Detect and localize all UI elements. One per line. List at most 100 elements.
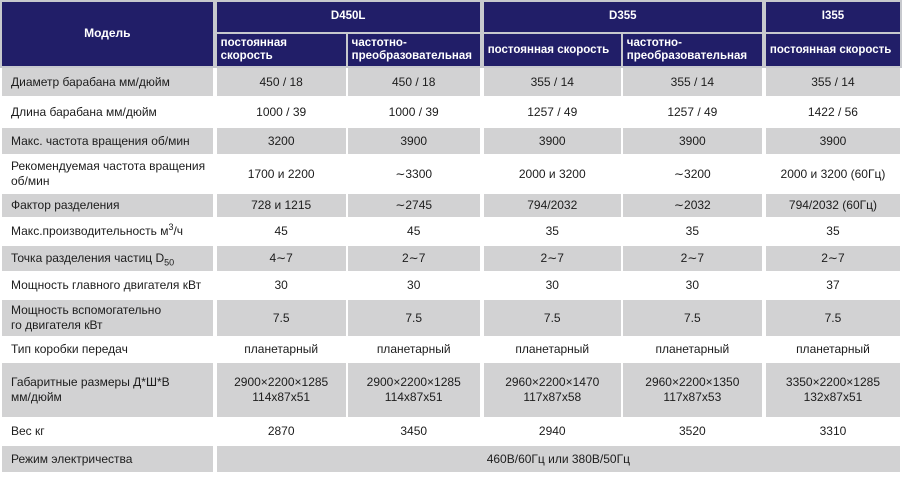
header-group-d355: D355 — [479, 0, 765, 34]
cell-value: 30 — [345, 271, 483, 301]
cell-value-line: 117x87x58 — [523, 390, 582, 405]
row-label: Диаметр барабана мм/дюйм — [0, 66, 216, 99]
table-row-recommended-rotation-speed: Рекомендуемая частота вращения об/мин 170… — [0, 154, 902, 195]
cell-value: 1000 / 39 — [345, 96, 483, 129]
cell-value: планетарный — [479, 336, 623, 364]
cell-value: 3900 — [761, 126, 902, 157]
row-label-subscript: 50 — [164, 257, 175, 268]
cell-value: 2900×2200×1285 114x87x51 — [345, 361, 483, 420]
row-label-line: мм/дюйм — [11, 390, 62, 405]
header-model: Модель — [0, 0, 216, 69]
cell-value: 35 — [761, 217, 902, 247]
row-label: Макс.производительность м3/ч — [0, 217, 216, 247]
cell-value-line: 114x87x51 — [384, 390, 443, 405]
cell-value-line: 2960×2200×1350 — [645, 375, 740, 390]
row-label: Макс. частота вращения об/мин — [0, 126, 216, 157]
table-row-max-capacity: Макс.производительность м3/ч 45 45 35 35… — [0, 217, 902, 247]
cell-value-line: 2900×2200×1285 — [366, 375, 461, 390]
cell-value: 3200 — [212, 126, 348, 157]
cell-value: 7.5 — [212, 298, 348, 339]
cell-value: планетарный — [212, 336, 348, 364]
cell-value: 35 — [620, 217, 765, 247]
cell-value-line: 117x87x53 — [663, 390, 722, 405]
cell-value: 4∼7 — [212, 244, 348, 274]
header-d355-constant-speed: постоянная скорость — [479, 31, 623, 69]
cell-value: 3310 — [761, 417, 902, 447]
header-d450l-frequency-converter: частотно-преобразовательная — [345, 31, 483, 69]
row-label-text: Макс.производительность м — [11, 224, 169, 239]
cell-value-span: 460В/60Гц или 380В/50Гц — [212, 444, 902, 475]
cell-value-line: 114x87x51 — [252, 390, 311, 405]
cell-value: 2000 и 3200 — [479, 154, 623, 195]
cell-value: 2900×2200×1285 114x87x51 — [212, 361, 348, 420]
row-label-line: Мощность вспомогательно — [11, 303, 162, 318]
cell-value: ∼3200 — [620, 154, 765, 195]
table-header: Модель D450L D355 I355 постоянная скорос… — [0, 0, 902, 69]
row-label: Точка разделения частиц D50 — [0, 244, 216, 274]
row-label: Режим электричества — [0, 444, 216, 475]
spec-sheet: Модель D450L D355 I355 постоянная скорос… — [0, 0, 902, 475]
cell-value: планетарный — [345, 336, 483, 364]
table-row-separation-factor: Фактор разделения 728 и 1215 ∼2745 794/2… — [0, 192, 902, 220]
cell-value: 37 — [761, 271, 902, 301]
cell-value: 794/2032 — [479, 192, 623, 220]
cell-value: 45 — [212, 217, 348, 247]
cell-value: планетарный — [620, 336, 765, 364]
table-row-max-rotation-speed: Макс. частота вращения об/мин 3200 3900 … — [0, 126, 902, 157]
cell-value: 2∼7 — [620, 244, 765, 274]
table-body: Диаметр барабана мм/дюйм 450 / 18 450 / … — [0, 66, 902, 475]
cell-value: 355 / 14 — [479, 66, 623, 99]
cell-value: 2960×2200×1350 117x87x53 — [620, 361, 765, 420]
header-group-i355: I355 — [761, 0, 902, 34]
cell-value: 1257 / 49 — [479, 96, 623, 129]
header-row-subcols: постоянная скорость частотно-преобразова… — [1, 31, 902, 69]
cell-value: 1000 / 39 — [212, 96, 348, 129]
header-group-d450l: D450L — [212, 0, 483, 34]
cell-value: 2940 — [479, 417, 623, 447]
row-label: Тип коробки передач — [0, 336, 216, 364]
row-label-text: /ч — [173, 224, 184, 239]
cell-value-line: 2900×2200×1285 — [234, 375, 329, 390]
cell-value-line: 3350×2200×1285 — [785, 375, 880, 390]
cell-value: 35 — [479, 217, 623, 247]
cell-value: 355 / 14 — [761, 66, 902, 99]
row-label-line: об/мин — [11, 174, 50, 189]
cell-value: 3900 — [620, 126, 765, 157]
cell-value: планетарный — [761, 336, 902, 364]
cell-value: 3900 — [345, 126, 483, 157]
table-row-weight: Вес кг 2870 3450 2940 3520 3310 — [0, 417, 902, 447]
row-label: Вес кг — [0, 417, 216, 447]
cell-value: 2∼7 — [479, 244, 623, 274]
header-row-groups: Модель D450L D355 I355 — [0, 0, 902, 69]
row-label-text: Точка разделения частиц D — [11, 251, 165, 266]
cell-value: 7.5 — [620, 298, 765, 339]
cell-value: 2870 — [212, 417, 348, 447]
cell-value: 450 / 18 — [212, 66, 348, 99]
table-row-drum-diameter: Диаметр барабана мм/дюйм 450 / 18 450 / … — [0, 66, 902, 99]
cell-value: 1422 / 56 — [761, 96, 902, 129]
cell-value: 2∼7 — [345, 244, 483, 274]
cell-value: ∼2032 — [620, 192, 765, 220]
cell-value: 45 — [345, 217, 483, 247]
row-label-line: го двигателя кВт — [11, 318, 103, 333]
cell-value: ∼2745 — [345, 192, 483, 220]
table-row-auxiliary-motor-power: Мощность вспомогательно го двигателя кВт … — [0, 298, 902, 339]
cell-value: 30 — [479, 271, 623, 301]
cell-value: 30 — [620, 271, 765, 301]
table-row-main-motor-power: Мощность главного двигателя кВт 30 30 30… — [0, 271, 902, 301]
table-row-overall-dimensions: Габаритные размеры Д*Ш*В мм/дюйм 2900×220… — [0, 361, 902, 420]
row-label: Мощность вспомогательно го двигателя кВт — [0, 298, 216, 339]
cell-value: 3450 — [345, 417, 483, 447]
row-label-superscript: 3 — [168, 222, 174, 233]
cell-value: 7.5 — [479, 298, 623, 339]
header-d355-frequency-converter: частотно-преобразовательная — [620, 31, 765, 69]
cell-value: 7.5 — [345, 298, 483, 339]
cell-value: 3350×2200×1285 132x87x51 — [761, 361, 902, 420]
cell-value: 355 / 14 — [620, 66, 765, 99]
header-d450l-constant-speed: постоянная скорость — [212, 31, 348, 69]
table-row-particle-separation-point: Точка разделения частиц D50 4∼7 2∼7 2∼7 … — [0, 244, 902, 274]
row-label: Мощность главного двигателя кВт — [0, 271, 216, 301]
cell-value: 728 и 1215 — [212, 192, 348, 220]
cell-value: ∼3300 — [345, 154, 483, 195]
cell-value: 2000 и 3200 (60Гц) — [761, 154, 902, 195]
